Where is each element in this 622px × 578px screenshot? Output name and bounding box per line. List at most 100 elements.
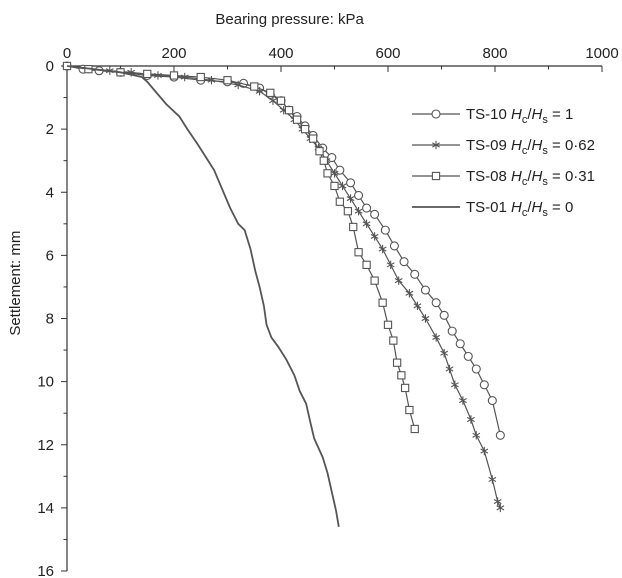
legend-label: TS-01 Hc/Hs = 0	[466, 199, 573, 219]
series-2	[62, 61, 419, 434]
x-tick-label: 400	[268, 45, 293, 62]
star-stroke	[466, 416, 475, 423]
data-point-circle	[327, 152, 337, 163]
data-point-square	[378, 298, 387, 307]
series-line	[66, 65, 416, 430]
data-point-star	[432, 140, 440, 150]
data-point-star	[432, 333, 441, 342]
legend-item: TS-09 Hc/Hs = 0·62	[412, 137, 595, 157]
star-stroke	[450, 382, 459, 388]
star-stroke	[354, 208, 363, 214]
data-point-star	[362, 219, 371, 229]
star-stroke	[378, 246, 387, 252]
star-stroke	[445, 366, 454, 372]
data-point-star	[488, 475, 497, 484]
data-point-star	[493, 497, 502, 506]
y-tick-label: 16	[37, 563, 54, 578]
star-stroke	[458, 397, 467, 404]
data-point-star	[370, 232, 379, 241]
data-point-square	[250, 82, 259, 91]
data-point-star	[450, 380, 459, 389]
y-tick-label: 2	[46, 121, 54, 138]
data-point-square	[319, 156, 328, 165]
data-point-square	[276, 96, 286, 105]
series-line	[66, 65, 501, 436]
star-stroke	[488, 476, 497, 483]
star-stroke	[386, 262, 395, 268]
data-point-square	[292, 115, 302, 124]
data-point-square	[323, 169, 332, 178]
data-point-star	[466, 415, 475, 424]
data-point-circle	[463, 351, 473, 361]
data-point-circle	[471, 364, 481, 374]
data-point-square	[362, 260, 371, 269]
data-point-star	[405, 289, 414, 298]
data-point-circle	[431, 109, 441, 119]
data-point-circle	[389, 241, 399, 251]
series-line	[66, 65, 340, 527]
data-point-circle	[487, 396, 497, 406]
data-point-square	[400, 383, 410, 393]
data-point-square	[284, 106, 294, 115]
star-stroke	[472, 432, 481, 438]
x-tick-label: 600	[375, 45, 400, 62]
star-stroke	[405, 290, 414, 296]
data-point-square	[196, 72, 205, 82]
star-stroke	[269, 98, 277, 104]
data-point-star	[440, 349, 449, 358]
star-stroke	[338, 183, 347, 189]
y-axis-title: Settlement: mm	[7, 231, 24, 336]
legend-label: TS-08 Hc/Hs = 0·31	[466, 168, 595, 188]
y-tick-label: 0	[46, 58, 54, 75]
data-point-square	[397, 371, 406, 380]
data-point-square	[300, 124, 310, 134]
data-point-square	[389, 336, 398, 345]
data-point-star	[421, 314, 430, 323]
data-point-circle	[431, 298, 441, 308]
series-3	[66, 65, 340, 527]
star-stroke	[330, 170, 339, 176]
data-point-square	[315, 147, 324, 156]
star-stroke	[394, 278, 403, 284]
data-point-star	[445, 364, 454, 374]
data-point-circle	[410, 269, 420, 279]
x-axis-ticks: 0 200 400 600 800 1000	[63, 45, 619, 72]
data-point-square	[410, 424, 419, 434]
star-stroke	[346, 195, 355, 202]
data-point-square	[370, 276, 379, 285]
star-stroke	[432, 142, 440, 148]
legend-item: TS-08 Hc/Hs = 0·31	[412, 168, 595, 188]
y-tick-label: 8	[46, 311, 54, 328]
series-line	[66, 65, 501, 509]
data-point-square	[223, 76, 232, 85]
data-point-square	[354, 248, 363, 257]
data-point-star	[496, 503, 505, 513]
legend-label: TS-09 Hc/Hs = 0·62	[466, 137, 595, 157]
data-point-star	[394, 276, 403, 285]
data-point-star	[330, 169, 339, 178]
x-tick-label: 800	[482, 45, 507, 62]
data-point-star	[472, 431, 481, 440]
star-stroke	[370, 233, 379, 240]
data-point-circle	[370, 209, 380, 219]
y-tick-label: 6	[46, 247, 54, 264]
data-point-circle	[447, 326, 457, 336]
star-stroke	[440, 350, 449, 356]
x-tick-label: 200	[161, 45, 186, 62]
data-point-star	[378, 244, 387, 254]
data-point-star	[458, 396, 467, 405]
data-point-square	[143, 69, 152, 79]
data-point-circle	[362, 203, 372, 213]
data-point-circle	[380, 225, 390, 235]
x-tick-label: 1000	[585, 45, 618, 62]
data-point-circle	[495, 430, 505, 440]
data-point-circle	[399, 257, 409, 267]
data-point-star	[354, 206, 363, 216]
y-tick-label: 4	[46, 184, 54, 201]
data-point-circle	[479, 380, 489, 390]
data-point-circle	[439, 310, 449, 320]
data-point-star	[269, 96, 277, 105]
y-tick-label: 14	[37, 500, 54, 517]
data-point-circle	[354, 190, 364, 200]
